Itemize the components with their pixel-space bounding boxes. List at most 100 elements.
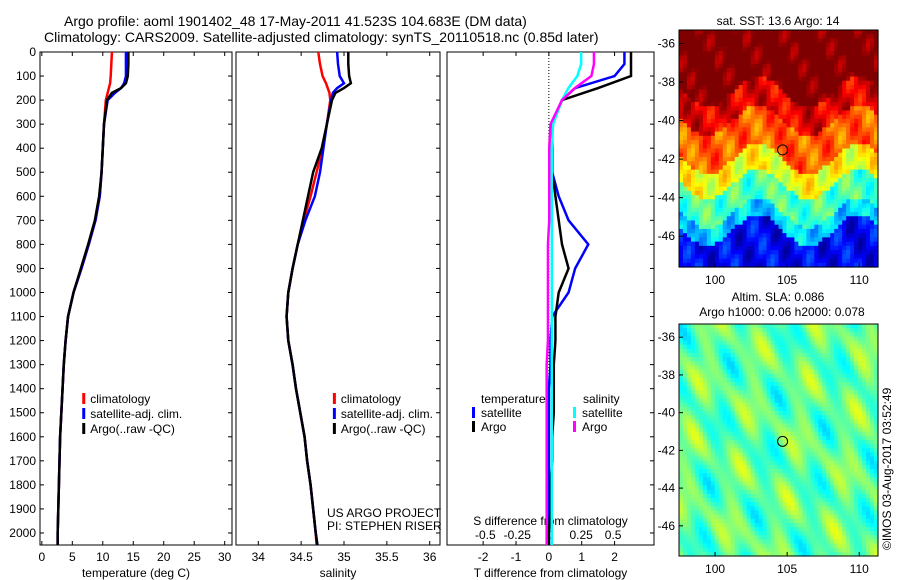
map-cell xyxy=(679,203,684,209)
map-cell xyxy=(770,344,776,350)
map-cell xyxy=(870,245,875,251)
map-cell xyxy=(798,51,803,56)
map-cell xyxy=(814,369,819,375)
map-cell xyxy=(846,89,851,95)
map-cell xyxy=(770,353,776,358)
map-cell xyxy=(786,233,792,238)
map-cell xyxy=(834,186,839,192)
map-cell xyxy=(722,435,728,441)
map-cell xyxy=(802,502,807,507)
map-cell xyxy=(690,522,696,528)
map-cell xyxy=(698,250,704,255)
y-tick-label: 1500 xyxy=(9,406,36,420)
map-cell xyxy=(698,169,704,175)
map-cell xyxy=(782,114,788,120)
map-cell xyxy=(762,522,768,528)
map-cell xyxy=(774,527,780,532)
map-cell xyxy=(802,51,807,56)
map-cell xyxy=(866,106,871,112)
y-tick-label: 300 xyxy=(16,117,36,131)
map-cell xyxy=(686,173,692,179)
map-cell xyxy=(718,452,724,458)
map-cell xyxy=(754,93,760,99)
map-cell xyxy=(679,59,684,65)
map-cell xyxy=(774,431,780,437)
map-cell xyxy=(810,369,815,375)
map-cell xyxy=(730,199,736,205)
map-cell xyxy=(762,415,768,420)
map-cell xyxy=(706,427,712,433)
map-cell xyxy=(762,63,768,69)
map-cell xyxy=(794,460,799,466)
map-cell xyxy=(738,427,744,433)
map-cell xyxy=(679,207,684,213)
map-cell xyxy=(679,101,684,107)
map-cell xyxy=(758,190,764,196)
map-cell xyxy=(714,361,720,367)
map-cell xyxy=(778,127,784,133)
map-cell xyxy=(726,373,732,379)
map-cell xyxy=(766,182,772,188)
map-cell xyxy=(870,93,875,99)
map-cell xyxy=(842,173,847,179)
map-cell xyxy=(774,161,780,167)
map-cell xyxy=(698,190,704,196)
map-cell xyxy=(750,51,756,56)
map-cell xyxy=(870,34,875,40)
map-cell xyxy=(730,464,736,470)
map-cell xyxy=(754,415,760,420)
map-cell xyxy=(718,258,724,264)
map-cell xyxy=(746,123,752,128)
map-cell xyxy=(746,241,752,247)
map-cell xyxy=(866,216,871,222)
map-cell xyxy=(786,369,792,375)
map-cell xyxy=(758,38,764,44)
map-cell xyxy=(838,46,843,52)
map-cell xyxy=(750,42,756,48)
map-cell xyxy=(686,539,692,545)
map-cell xyxy=(742,254,748,260)
map-cell xyxy=(722,250,728,255)
map-cell xyxy=(798,173,803,179)
map-cell xyxy=(802,80,807,86)
map-cell xyxy=(706,527,712,532)
map-cell xyxy=(742,30,748,35)
map-cell xyxy=(822,245,827,251)
map-cell xyxy=(766,72,772,78)
map-cell xyxy=(806,135,811,141)
map-cell xyxy=(770,452,776,458)
map-cell xyxy=(862,156,867,162)
map-cell xyxy=(798,460,803,466)
map-cell xyxy=(814,353,819,358)
map-cell xyxy=(766,178,772,183)
map-cell xyxy=(782,178,788,183)
map-cell xyxy=(762,118,768,124)
map-cell xyxy=(766,220,772,226)
map-cell xyxy=(810,348,815,354)
map-cell xyxy=(754,444,760,449)
map-cell xyxy=(798,165,803,171)
map-cell xyxy=(786,365,792,371)
map-cell xyxy=(838,258,843,264)
map-cell xyxy=(722,377,728,383)
map-cell xyxy=(679,440,684,445)
map-cell xyxy=(686,161,692,167)
map-cell xyxy=(710,72,716,78)
map-cell xyxy=(770,245,776,251)
map-cell xyxy=(762,237,768,243)
map-cell xyxy=(698,228,704,234)
map-cell xyxy=(730,76,736,82)
map-cell xyxy=(790,328,796,333)
map-cell xyxy=(742,336,748,342)
map-cell xyxy=(846,199,851,205)
map-cell xyxy=(682,382,688,387)
map-cell xyxy=(806,460,811,466)
map-cell xyxy=(690,59,696,65)
map-cell xyxy=(722,452,728,458)
map-cell xyxy=(750,211,756,217)
map-cell xyxy=(730,250,736,255)
map-cell xyxy=(706,169,712,175)
map-cell xyxy=(714,539,720,545)
map-cell xyxy=(706,165,712,171)
map-cell xyxy=(826,182,831,188)
